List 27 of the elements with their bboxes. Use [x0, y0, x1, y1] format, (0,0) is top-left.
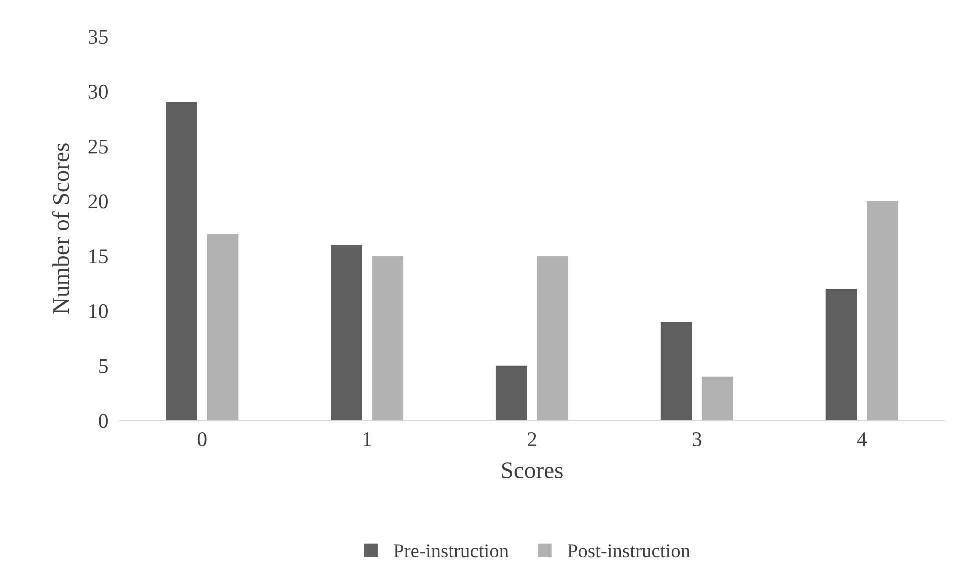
y-tick-label: 20: [88, 194, 108, 209]
x-axis-title: Scores: [502, 462, 563, 479]
bar: [537, 256, 569, 421]
y-tick-label: 10: [90, 304, 108, 318]
bar: [207, 234, 239, 421]
y-axis-title: Number of Scores: [52, 144, 70, 314]
x-tick-label: 0: [198, 432, 207, 447]
y-tick-label: 0: [99, 414, 108, 428]
y-tick-label: 15: [90, 250, 108, 264]
bar: [867, 201, 898, 421]
y-tick-label: 30: [88, 84, 108, 99]
bar: [702, 376, 734, 421]
y-tick-label: 35: [88, 30, 108, 44]
bar: [826, 289, 858, 421]
bar: [660, 322, 692, 421]
x-tick-label: 4: [857, 432, 868, 446]
bar: [372, 256, 404, 421]
y-tick-label: 5: [100, 359, 108, 374]
bar: [166, 102, 198, 421]
bar: [496, 366, 528, 421]
x-tick-label: 2: [528, 432, 536, 446]
legend-label: Pre-instruction: [394, 544, 509, 558]
bar: [331, 245, 362, 421]
y-tick-label: 25: [88, 140, 108, 154]
x-tick-label: 1: [364, 432, 372, 446]
x-tick-label: 3: [692, 432, 702, 447]
legend-label: Post-instruction: [568, 544, 690, 558]
